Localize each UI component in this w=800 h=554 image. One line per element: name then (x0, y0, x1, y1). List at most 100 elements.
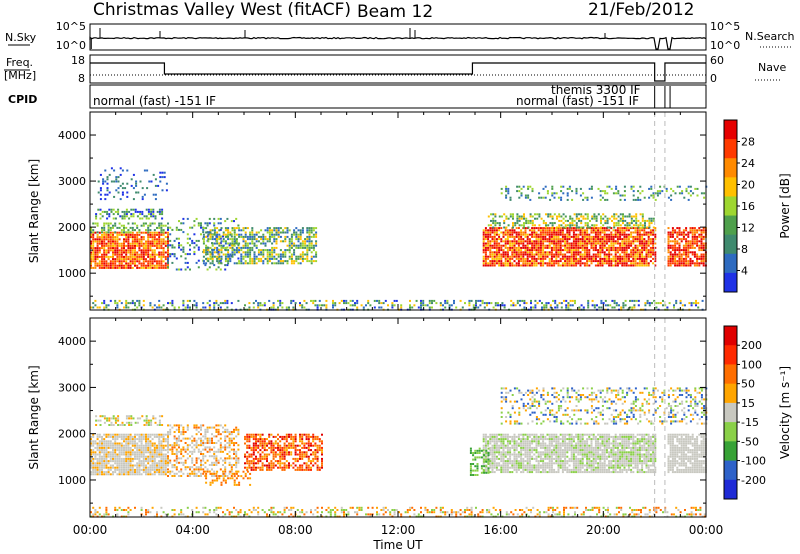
echo-cell (92, 462, 95, 465)
echo-cell (218, 244, 221, 247)
echo-cell (219, 450, 222, 453)
echo-cell (539, 251, 542, 254)
echo-cell (571, 190, 574, 193)
echo-cell (98, 453, 101, 456)
echo-cell (120, 244, 123, 247)
echo-cell (647, 255, 650, 258)
echo-cell (197, 448, 200, 451)
echo-cell (180, 268, 183, 271)
echo-cell (572, 255, 575, 258)
echo-cell (550, 242, 553, 245)
echo-cell (101, 262, 103, 265)
echo-cell (468, 304, 471, 307)
echo-cell (240, 260, 243, 263)
echo-cell (608, 229, 611, 232)
echo-cell (532, 306, 535, 309)
echo-cell (513, 253, 516, 256)
echo-cell (616, 240, 619, 243)
echo-cell (154, 198, 157, 201)
echo-cell (112, 415, 115, 418)
echo-cell (579, 229, 582, 232)
echo-cell (98, 462, 101, 465)
echo-cell (295, 233, 298, 236)
echo-cell (610, 231, 613, 234)
echo-cell (509, 235, 512, 238)
echo-cell (118, 222, 121, 225)
echo-cell (226, 217, 229, 220)
echo-cell (107, 255, 110, 258)
echo-cell (229, 238, 232, 241)
echo-cell (110, 208, 113, 211)
echo-cell (197, 470, 200, 473)
echo-cell (546, 227, 549, 230)
echo-cell (588, 257, 591, 260)
echo-cell (592, 231, 595, 234)
echo-cell (167, 249, 169, 252)
echo-cell (632, 264, 635, 267)
echo-cell (678, 238, 681, 241)
echo-cell (575, 244, 578, 247)
echo-cell (105, 264, 108, 267)
echo-cell (581, 249, 584, 252)
echo-cell (619, 198, 622, 201)
echo-cell (90, 247, 92, 250)
echo-cell (128, 210, 131, 213)
echo-cell (197, 437, 200, 440)
echo-cell (162, 231, 165, 234)
echo-cell (107, 262, 110, 265)
echo-cell (583, 255, 586, 258)
echo-cell (308, 238, 311, 241)
echo-cell (539, 249, 542, 252)
echo-cell (164, 471, 167, 474)
echo-cell (495, 238, 498, 241)
echo-cell (696, 229, 699, 232)
echo-cell (555, 238, 558, 241)
echo-cell (517, 235, 520, 238)
echo-cell (589, 219, 591, 222)
echo-cell (524, 251, 527, 254)
echo-cell (498, 224, 501, 227)
echo-cell (615, 213, 618, 216)
echo-cell (553, 255, 556, 258)
echo-cell (101, 215, 104, 218)
echo-cell (577, 229, 580, 232)
echo-cell (200, 428, 202, 431)
echo-cell (624, 299, 627, 302)
echo-cell (151, 473, 154, 476)
echo-cell (138, 233, 141, 236)
echo-cell (490, 213, 492, 216)
echo-cell (149, 262, 152, 265)
echo-cell (103, 449, 106, 452)
echo-cell (674, 255, 677, 258)
echo-cell (130, 424, 133, 426)
echo-cell (149, 233, 152, 236)
echo-cell (206, 428, 209, 431)
echo-cell (541, 306, 543, 309)
echo-cell (136, 464, 139, 467)
echo-cell (545, 226, 547, 229)
echo-cell (121, 215, 124, 218)
echo-cell (577, 262, 580, 265)
echo-cell (158, 238, 161, 241)
echo-cell (528, 246, 531, 249)
echo-cell (125, 442, 128, 445)
echo-cell (293, 244, 296, 247)
echo-cell (273, 246, 276, 249)
echo-cell (509, 257, 512, 260)
echo-cell (109, 464, 112, 467)
echo-cell (117, 208, 120, 211)
echo-cell (266, 227, 269, 230)
echo-cell (551, 217, 554, 220)
echo-cell (516, 222, 519, 225)
echo-cell (583, 264, 586, 267)
echo-cell (356, 299, 359, 302)
echo-cell (638, 233, 641, 236)
echo-cell (621, 227, 624, 230)
echo-cell (107, 304, 110, 307)
echo-cell (105, 238, 108, 241)
echo-cell (125, 249, 128, 252)
echo-cell (147, 208, 150, 211)
echo-cell (182, 217, 185, 220)
echo-cell (184, 459, 187, 462)
echo-cell (639, 185, 642, 188)
